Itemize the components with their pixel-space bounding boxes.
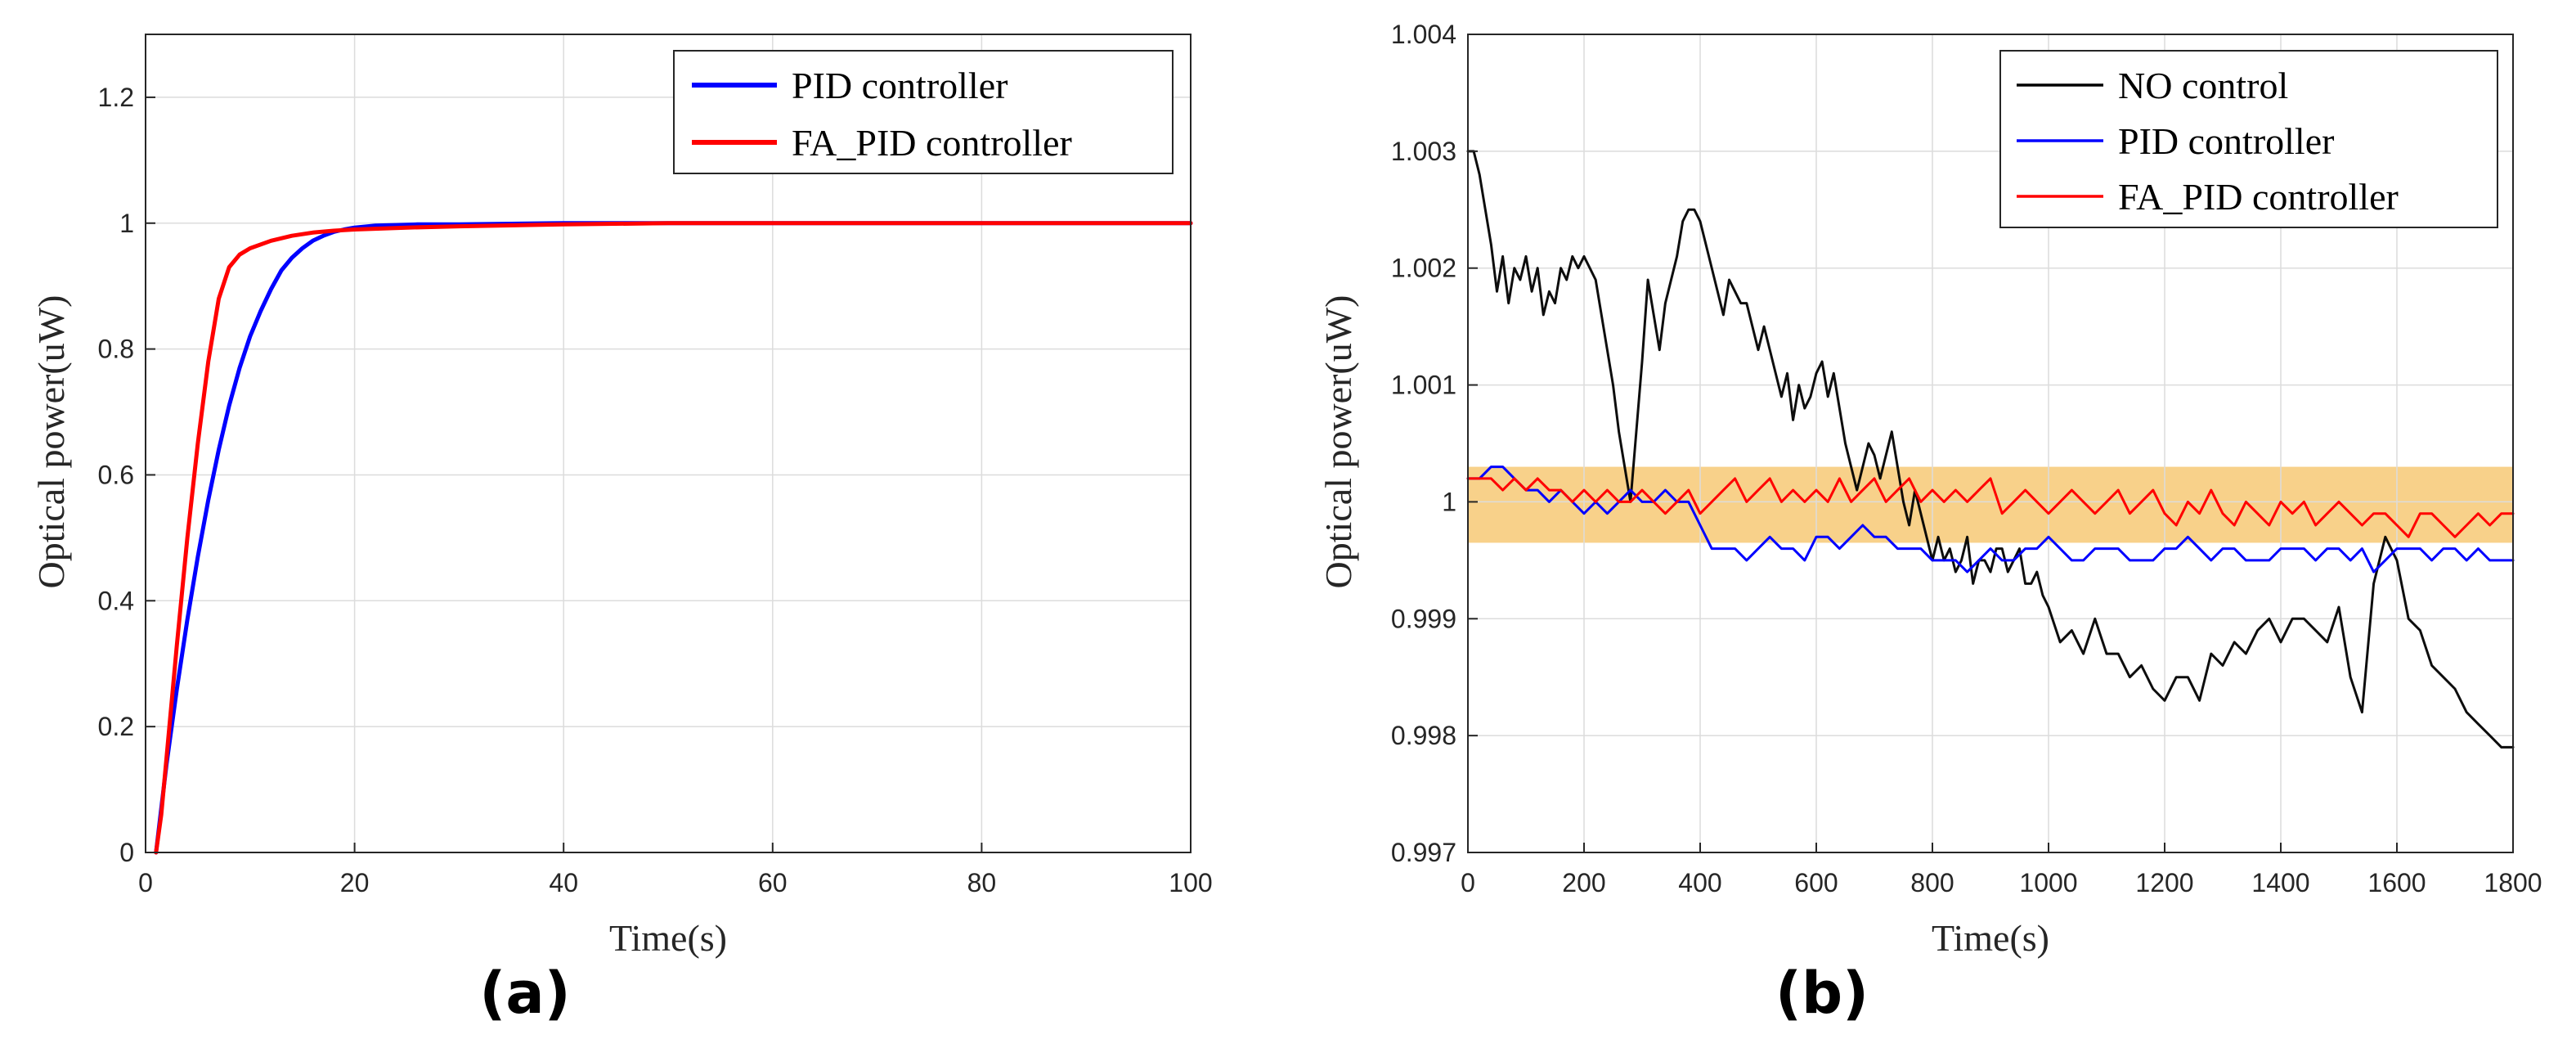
chart-a-xlabel: Time(s) xyxy=(609,917,727,959)
series-line-no-control xyxy=(1466,150,2515,749)
y-tick-label: 1.004 xyxy=(1391,20,1456,49)
chart-b-legend: NO control PID controller FA_PID control… xyxy=(1999,50,2498,228)
y-tick-label: 0.998 xyxy=(1391,721,1456,750)
chart-a-legend-label-pid: PID controller xyxy=(792,65,1008,106)
y-tick-label: 0 xyxy=(119,838,134,867)
series-line-pid-controller xyxy=(1466,466,2515,573)
y-tick-label: 0.8 xyxy=(98,335,134,364)
y-tick-label: 0.999 xyxy=(1391,604,1456,633)
chart-b-ticks: 0 200 400 600 800 1000 1200 1400 1600 1800 0.997 0.… xyxy=(1391,20,2542,897)
x-tick-label: 60 xyxy=(758,868,788,897)
chart-b-series xyxy=(1466,150,2515,749)
x-tick-label: 0 xyxy=(1461,868,1475,897)
chart-a-ylabel: Optical power(uW) xyxy=(30,295,72,589)
chart-b-axes-box xyxy=(1467,34,2514,853)
chart-b-panel-label: (b) xyxy=(1775,960,1869,1027)
chart-a-axes-box xyxy=(145,34,1192,853)
x-tick-label: 1400 xyxy=(2251,868,2309,897)
y-tick-label: 0.4 xyxy=(98,586,134,615)
x-tick-label: 600 xyxy=(1794,868,1838,897)
chart-b-legend-box xyxy=(1999,50,2498,228)
chart-b-legend-label-pid: PID controller xyxy=(2118,120,2334,162)
y-tick-label: 1 xyxy=(1442,487,1456,516)
x-tick-label: 20 xyxy=(340,868,370,897)
chart-b-legend-label-nocontrol: NO control xyxy=(2118,65,2288,106)
x-tick-label: 1200 xyxy=(2135,868,2193,897)
chart-b-ylabel: Optical power(uW) xyxy=(1317,295,1359,589)
chart-a-panel-label: (a) xyxy=(479,960,570,1027)
chart-b-legend-label-fapid: FA_PID controller xyxy=(2118,176,2399,218)
series-line-fa-pid-controller xyxy=(1466,477,2515,538)
x-tick-label: 40 xyxy=(549,868,578,897)
x-tick-label: 80 xyxy=(967,868,997,897)
y-tick-label: 1.002 xyxy=(1391,254,1456,283)
y-tick-label: 1 xyxy=(119,209,134,238)
chart-b: 0 200 400 600 800 1000 1200 1400 1600 1800 0.997 0.… xyxy=(1317,20,2542,1027)
y-tick-label: 0.2 xyxy=(98,712,134,741)
x-tick-label: 100 xyxy=(1169,868,1212,897)
y-tick-label: 1.001 xyxy=(1391,371,1456,400)
x-tick-label: 1000 xyxy=(2019,868,2077,897)
x-tick-label: 1600 xyxy=(2367,868,2426,897)
chart-a-series xyxy=(154,221,1193,855)
chart-a-ticks: 0 20 40 60 80 100 0 0.2 0.4 0.6 0.8 1 1.2 xyxy=(98,83,1213,897)
y-tick-label: 0.997 xyxy=(1391,838,1456,867)
chart-a: 0 20 40 60 80 100 0 0.2 0.4 0.6 0.8 1 1.2 Time(s) Op… xyxy=(30,34,1213,1027)
chart-a-grid xyxy=(145,34,1192,853)
chart-a-legend: PID controller FA_PID controller xyxy=(673,50,1174,174)
y-tick-label: 0.6 xyxy=(98,460,134,489)
y-tick-label: 1.003 xyxy=(1391,137,1456,166)
y-tick-label: 1.2 xyxy=(98,83,134,112)
x-tick-label: 1800 xyxy=(2484,868,2542,897)
chart-b-xlabel: Time(s) xyxy=(1932,917,2049,959)
chart-a-legend-label-fapid: FA_PID controller xyxy=(792,122,1072,164)
x-tick-label: 800 xyxy=(1910,868,1954,897)
x-tick-label: 200 xyxy=(1562,868,1605,897)
x-tick-label: 400 xyxy=(1678,868,1721,897)
x-tick-label: 0 xyxy=(138,868,153,897)
chart-a-legend-box xyxy=(673,50,1174,174)
series-line-fa-pid-controller xyxy=(154,221,1193,855)
